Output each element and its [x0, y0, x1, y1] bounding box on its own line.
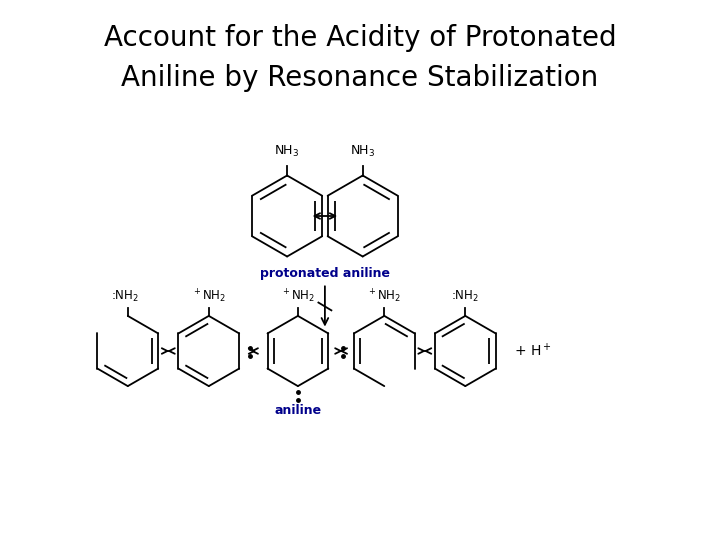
- Text: Account for the Acidity of Protonated: Account for the Acidity of Protonated: [104, 24, 616, 52]
- Text: $^+$NH$_2$: $^+$NH$_2$: [281, 288, 315, 305]
- Text: NH$_3$: NH$_3$: [350, 144, 375, 159]
- Text: $^+$NH$_2$: $^+$NH$_2$: [367, 288, 402, 305]
- Text: protonated aniline: protonated aniline: [260, 267, 390, 280]
- Text: :NH$_2$: :NH$_2$: [451, 289, 480, 304]
- Text: aniline: aniline: [274, 404, 321, 417]
- Text: Aniline by Resonance Stabilization: Aniline by Resonance Stabilization: [122, 64, 598, 92]
- Text: $+$ H$^+$: $+$ H$^+$: [514, 342, 552, 360]
- Text: :NH$_2$: :NH$_2$: [111, 289, 139, 304]
- Text: NH$_3$: NH$_3$: [274, 144, 300, 159]
- Text: $^+$NH$_2$: $^+$NH$_2$: [192, 288, 226, 305]
